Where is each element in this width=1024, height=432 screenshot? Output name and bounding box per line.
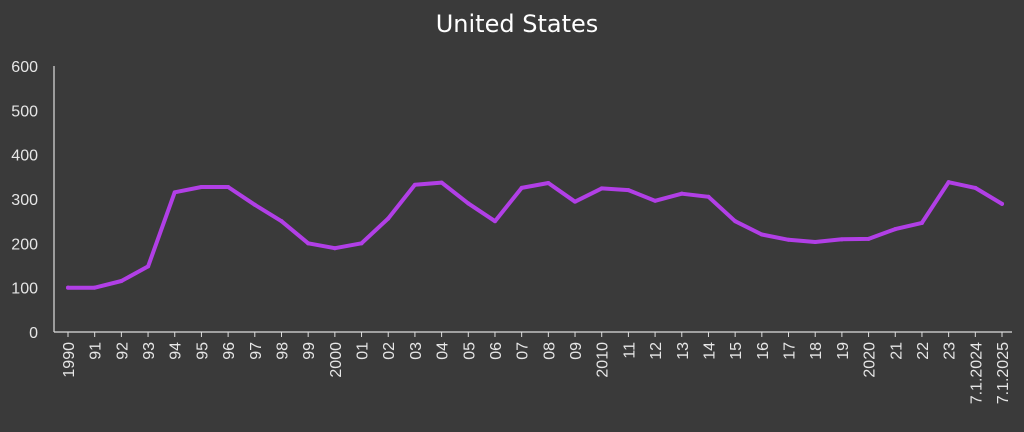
x-tick-label: 13 [675, 342, 692, 360]
data-point [599, 186, 604, 191]
x-tick-label: 94 [168, 342, 185, 360]
x-tick-label: 14 [701, 342, 718, 360]
data-point [893, 227, 898, 232]
data-point [172, 190, 177, 195]
data-point [252, 202, 257, 207]
x-tick-label: 03 [408, 342, 425, 360]
y-tick-label: 100 [11, 281, 38, 298]
data-point [146, 264, 151, 269]
data-point [839, 237, 844, 242]
x-tick-label: 11 [621, 342, 638, 359]
x-tick-label: 96 [221, 342, 238, 360]
data-point [733, 219, 738, 224]
x-tick-label: 93 [141, 342, 158, 360]
data-point [519, 185, 524, 190]
chart-title: United States [435, 10, 599, 38]
data-point [759, 232, 764, 237]
y-tick-label: 300 [11, 192, 38, 209]
x-tick-label: 16 [755, 342, 772, 360]
x-tick-label: 06 [488, 342, 505, 360]
data-point [546, 181, 551, 186]
x-tick-label: 04 [435, 342, 452, 360]
x-tick-label: 15 [728, 342, 745, 360]
x-tick-label: 17 [782, 342, 799, 360]
x-tick-label: 98 [274, 342, 291, 360]
data-point [199, 185, 204, 190]
x-tick-label: 95 [194, 342, 211, 360]
x-tick-label: 07 [515, 342, 532, 360]
x-tick-label: 19 [835, 342, 852, 360]
x-tick-label: 2000 [328, 342, 345, 378]
x-tick-label: 2010 [595, 342, 612, 378]
data-point [119, 279, 124, 284]
data-point [813, 240, 818, 245]
x-tick-label: 7.1.2025 [995, 342, 1012, 404]
x-tick-label: 23 [942, 342, 959, 360]
x-tick-label: 99 [301, 342, 318, 360]
data-point [653, 198, 658, 203]
x-tick-label: 05 [461, 342, 478, 360]
x-tick-label: 12 [648, 342, 665, 360]
data-point [412, 182, 417, 187]
x-tick-label: 08 [541, 342, 558, 360]
x-tick-label: 02 [381, 342, 398, 360]
x-tick-label: 2020 [862, 342, 879, 378]
x-tick-label: 1990 [61, 342, 78, 378]
data-point [92, 285, 97, 290]
data-point [332, 246, 337, 251]
data-point [226, 185, 231, 190]
x-tick-label: 21 [888, 342, 905, 360]
y-tick-label: 600 [11, 59, 38, 76]
data-point [306, 241, 311, 246]
x-tick-label: 92 [114, 342, 131, 360]
data-point [466, 201, 471, 206]
data-point [946, 180, 951, 185]
y-tick-label: 500 [11, 103, 38, 120]
data-point [359, 241, 364, 246]
x-tick-label: 22 [915, 342, 932, 360]
data-point [626, 188, 631, 193]
data-point [492, 219, 497, 224]
series-line [66, 180, 1004, 290]
data-point [279, 219, 284, 224]
x-tick-label: 09 [568, 342, 585, 360]
x-tick-label: 01 [355, 342, 372, 360]
x-tick-label: 7.1.2024 [968, 342, 985, 404]
y-tick-label: 400 [11, 148, 38, 165]
x-tick-label: 97 [248, 342, 265, 360]
data-point [866, 236, 871, 241]
y-tick-label: 200 [11, 236, 38, 253]
x-tick-label: 91 [88, 342, 105, 360]
data-point [439, 180, 444, 185]
data-point [919, 220, 924, 225]
data-point [786, 237, 791, 242]
data-point [573, 199, 578, 204]
data-point [1000, 201, 1004, 206]
data-point [973, 185, 978, 190]
data-point [679, 191, 684, 196]
y-tick-label: 0 [29, 325, 38, 342]
data-point [706, 194, 711, 199]
data-point [66, 285, 70, 290]
data-point [386, 216, 391, 221]
x-tick-label: 18 [808, 342, 825, 360]
